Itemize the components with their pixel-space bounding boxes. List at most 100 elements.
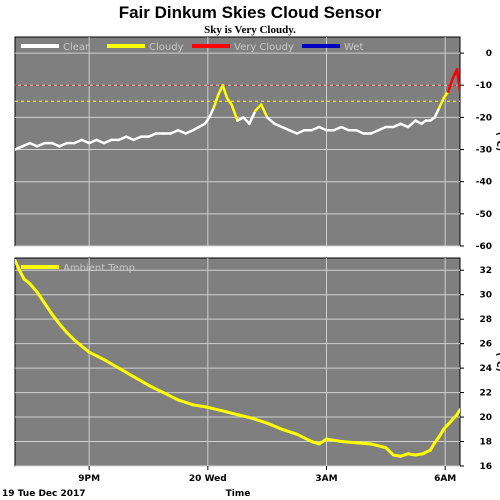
plot-area — [14, 257, 461, 467]
clear-segment — [184, 128, 195, 135]
clear-segment — [117, 135, 128, 142]
clear-segment — [102, 138, 113, 145]
sky-temperature-panel: 0 -10 -20 -30 -40 -50 -60 (°C) Clear Cloudy Very C… — [14, 36, 500, 252]
clear-segment — [87, 138, 98, 145]
ambient-temp-segment — [354, 441, 373, 446]
clear-segment — [28, 141, 39, 148]
ambient-temp-segment — [28, 282, 39, 294]
ambient-temp-segment — [161, 391, 180, 402]
y-tick-label: 20 — [479, 413, 492, 423]
ambient-temp-segment — [147, 383, 165, 395]
ambient-temp-segment — [280, 427, 299, 436]
legend-label: Cloudy — [149, 42, 184, 53]
cloudy-segment — [254, 103, 263, 113]
y-tick-label: 26 — [479, 340, 492, 350]
cloudy-segment — [442, 90, 450, 100]
ambient-temp-segment — [176, 398, 195, 407]
y-tick-label: 18 — [479, 438, 492, 448]
ambient-temp-segment — [369, 442, 388, 450]
clear-segment — [310, 125, 321, 132]
y-axis-label: (°C) — [494, 132, 500, 151]
clear-segment — [242, 116, 251, 126]
y-tick-label: -30 — [476, 146, 492, 156]
clear-segment — [273, 122, 284, 129]
x-axis-ticks: 9PM 20 Wed 3AM 6AM — [78, 466, 456, 484]
clear-segment — [169, 128, 180, 135]
y-tick-label: -40 — [476, 178, 492, 188]
ambient-temperature-panel: 32 30 28 26 24 22 20 18 16 (°C) Ambient Temp — [14, 257, 500, 472]
ambient-temp-segment — [65, 331, 76, 342]
y-tick-label: 32 — [479, 266, 492, 276]
clear-segment — [377, 125, 388, 132]
y-tick-label: -50 — [476, 210, 492, 220]
ambient-temp-segment — [265, 421, 284, 431]
legend-label: Ambient Temp — [63, 263, 135, 274]
clear-segment — [392, 122, 402, 129]
ambient-temp-segment — [17, 268, 26, 281]
clear-segment — [36, 141, 46, 148]
ambient-temp-segment — [132, 375, 150, 387]
y-tick-label: 30 — [479, 291, 492, 301]
clear-segment — [147, 132, 158, 138]
ambient-temp-segment — [384, 446, 395, 457]
ambient-temp-segment — [50, 312, 61, 326]
plot-area — [14, 36, 461, 247]
cloudy-segment — [221, 83, 229, 100]
cloudy-segment — [212, 93, 220, 109]
ambient-temp-segment — [87, 350, 106, 362]
cloudy-segment — [225, 96, 233, 106]
ambient-temp-segment — [191, 403, 210, 409]
chart-subtitle: Sky is Very Cloudy. — [204, 24, 296, 36]
x-tick-label: 20 Wed — [189, 474, 227, 484]
y-tick-label: 28 — [479, 315, 492, 325]
x-tick-label: 9PM — [78, 474, 100, 484]
ambient-temp-segment — [221, 409, 239, 417]
chart-title: Fair Dinkum Skies Cloud Sensor — [119, 3, 382, 22]
y-tick-label: -20 — [476, 113, 492, 123]
clear-segment — [317, 125, 328, 132]
clear-segment — [433, 106, 441, 119]
clear-segment — [265, 116, 276, 126]
cloudy-segment — [437, 96, 445, 109]
x-tick-label: 3AM — [315, 474, 337, 484]
very-cloudy-segment — [446, 77, 454, 93]
clear-segment — [15, 145, 24, 151]
clear-segment — [248, 109, 257, 126]
clear-segment — [406, 119, 417, 129]
clear-segment — [73, 138, 83, 145]
clear-segment — [125, 135, 135, 142]
cloudy-segment — [230, 103, 239, 122]
legend-label: Very Cloudy — [234, 42, 294, 53]
clear-segment — [203, 116, 211, 126]
ambient-temp-segment — [339, 440, 358, 445]
ambient-temp-segment — [250, 416, 269, 425]
very-cloudy-segment — [455, 67, 460, 93]
clear-segment — [280, 125, 291, 132]
legend-label: Wet — [344, 42, 363, 53]
y-tick-label: 0 — [486, 49, 492, 59]
y-tick-label: -10 — [476, 81, 492, 91]
ambient-temp-segment — [102, 358, 121, 370]
y-tick-label: 16 — [479, 462, 492, 472]
y-tick-label: -60 — [476, 242, 492, 252]
ambient-temp-segment — [455, 408, 460, 417]
clear-segment — [332, 125, 343, 132]
x-axis-date-label: 19 Tue Dec 2017 — [2, 489, 86, 499]
y-axis-label: (°C) — [494, 352, 500, 371]
clear-segment — [132, 135, 143, 142]
y-tick-label: 24 — [479, 364, 492, 374]
clear-segment — [50, 141, 61, 148]
clear-segment — [58, 141, 69, 148]
ambient-temp-segment — [295, 432, 314, 444]
legend-label: Clear — [63, 42, 90, 53]
clear-segment — [21, 141, 32, 148]
clear-segment — [399, 122, 410, 129]
clear-segment — [354, 128, 365, 135]
clear-segment — [80, 138, 91, 145]
ambient-temp-segment — [206, 405, 225, 413]
ambient-temp-segment — [236, 413, 254, 420]
x-axis-label: Time — [226, 489, 251, 499]
ambient-temp-segment — [43, 301, 54, 316]
cloudy-segment — [259, 103, 269, 119]
